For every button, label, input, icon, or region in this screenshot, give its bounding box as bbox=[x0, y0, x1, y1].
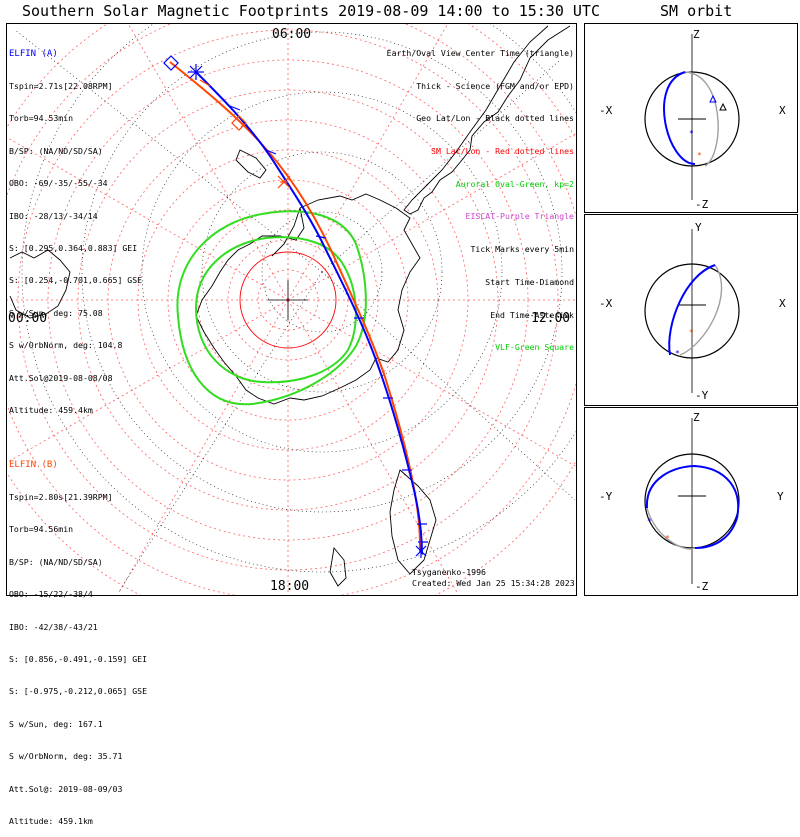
elfin-a-track bbox=[195, 71, 423, 555]
auroral-oval-inner bbox=[194, 236, 357, 384]
elfin-a-orbit bbox=[663, 71, 696, 165]
elfin-b-line: S: [-0.975,-0.212,0.065] GSE bbox=[9, 686, 148, 697]
legend-item: Start Time-Diamond bbox=[485, 276, 574, 287]
elfin-b-markers bbox=[199, 79, 291, 189]
elfin-a-ticks bbox=[229, 105, 428, 543]
elfin-b-line: Torb=94.56min bbox=[9, 524, 74, 535]
mlt-label-left: 00:00 bbox=[8, 311, 47, 326]
elfin-b-orbit bbox=[679, 264, 723, 356]
legend: Earth/Oval View Center Time (triangle) T… bbox=[387, 26, 574, 364]
legend-item: VLF-Green Square bbox=[495, 342, 574, 353]
legend-item: EISCAT-Purple Triangle bbox=[465, 211, 574, 222]
legend-item: SM Lat/Lon - Red dotted lines bbox=[431, 145, 574, 156]
mlt-label-bottom: 18:00 bbox=[270, 579, 309, 594]
auroral-oval-outer bbox=[176, 210, 367, 406]
elfin-a-line: S w/OrbNorm, deg: 104.8 bbox=[9, 340, 123, 351]
legend-item: Thick - Science (FGM and/or EPD) bbox=[416, 80, 574, 91]
axis-label-left: -Y bbox=[599, 490, 613, 503]
elfin-b-line: Altitude: 459.1km bbox=[9, 815, 93, 826]
elfin-b-track bbox=[169, 61, 421, 553]
elfin-b-marker: * bbox=[665, 534, 670, 543]
elfin-b-marker: * bbox=[697, 151, 702, 160]
legend-item: Geo Lat/Lon - Black dotted lines bbox=[416, 113, 574, 124]
axis-label-right: X bbox=[779, 297, 786, 310]
madagascar-coastline bbox=[329, 546, 347, 587]
page-title: Southern Solar Magnetic Footprints 2019-… bbox=[22, 2, 600, 20]
sm-pole-circle bbox=[239, 251, 337, 349]
orbit-plot-xy[interactable]: * * Y -Y -X X bbox=[585, 215, 797, 405]
footprint-map[interactable]: 06:00 00:00 12:00 18:00 Tsyganenko-1996 … bbox=[6, 23, 577, 596]
elfin-b-line: Tspin=2.80s[21.39RPM] bbox=[9, 491, 113, 502]
axis-label-bottom: -Z bbox=[695, 580, 709, 593]
legend-item: End Time-Asterisk bbox=[490, 309, 574, 320]
orbit-panel-xy bbox=[584, 214, 798, 406]
elfin-b-line: B/SP: (NA/ND/SD/SA) bbox=[9, 556, 103, 567]
elfin-a-line: Att.Sol@2019-08-08/08 bbox=[9, 372, 113, 383]
elfin-a-line: IBO: -28/13/-34/14 bbox=[9, 210, 98, 221]
antarctic-peninsula bbox=[271, 207, 301, 257]
africa-coastline bbox=[389, 469, 437, 575]
elfin-a-line: OBO: -69/-35/-55/-34 bbox=[9, 178, 108, 189]
elfin-a-end-marker: * bbox=[675, 349, 680, 358]
new-zealand-coastline bbox=[235, 149, 267, 179]
elfin-a-line: S: [0.254,-0.701,0.665] GSE bbox=[9, 275, 143, 286]
orbit-triangle bbox=[719, 102, 727, 111]
elfin-a-orbit bbox=[668, 264, 716, 356]
elfin-b-info: ELFIN (B) Tspin=2.80s[21.39RPM] Torb=94.… bbox=[9, 438, 147, 837]
orbit-triangle-a bbox=[709, 94, 717, 103]
axis-label-bottom: -Z bbox=[695, 198, 709, 211]
elfin-a-orbit bbox=[645, 464, 740, 549]
elfin-a-markers bbox=[163, 55, 427, 558]
axis-label-right: Y bbox=[777, 490, 784, 503]
elfin-b-orbit bbox=[684, 71, 719, 167]
elfin-a-line: S w/Sun, deg: 75.08 bbox=[9, 307, 103, 318]
axis-label-top: Y bbox=[695, 221, 702, 234]
elfin-b-line: OBO: -15/22/-38/4 bbox=[9, 589, 93, 600]
footprint-map-panel bbox=[6, 23, 577, 596]
center-crosshair bbox=[268, 280, 308, 320]
orbit-title: SM orbit bbox=[660, 2, 733, 20]
orbit-panel-xz bbox=[584, 23, 798, 213]
elfin-b-line: Att.Sol@: 2019-08-09/03 bbox=[9, 783, 123, 794]
elfin-a-end-marker: * bbox=[647, 517, 652, 526]
elfin-a-line: Torb=94.53min bbox=[9, 113, 74, 124]
legend-item: Earth/Oval View Center Time (triangle) bbox=[386, 47, 574, 58]
mlt-label-top: 06:00 bbox=[272, 27, 311, 42]
elfin-a-end-marker: * bbox=[689, 129, 694, 138]
geo-grid bbox=[14, 24, 576, 591]
axis-label-bottom: -Y bbox=[695, 389, 709, 402]
orbit-plot-yz[interactable]: * * Z -Z -Y Y bbox=[585, 408, 797, 595]
elfin-b-line: S w/Sun, deg: 167.1 bbox=[9, 718, 103, 729]
elfin-a-line: B/SP: (NA/ND/SD/SA) bbox=[9, 145, 103, 156]
elfin-a-line: Altitude: 459.4km bbox=[9, 404, 93, 415]
antarctica-coastline bbox=[195, 193, 421, 405]
created-label: Created: Wed Jan 25 15:34:28 2023 bbox=[412, 578, 575, 588]
elfin-b-line: IBO: -42/38/-43/21 bbox=[9, 621, 98, 632]
axis-label-left: -X bbox=[599, 104, 613, 117]
axis-label-left: -X bbox=[599, 297, 613, 310]
elfin-a-name: ELFIN (A) bbox=[9, 48, 58, 59]
south-america-coastline bbox=[403, 25, 571, 215]
axis-label-right: X bbox=[779, 104, 786, 117]
elfin-b-line: S w/OrbNorm, deg: 35.71 bbox=[9, 751, 123, 762]
elfin-b-marker: * bbox=[689, 328, 694, 337]
axis-label-top: Z bbox=[693, 28, 700, 41]
orbit-plot-xz[interactable]: * * Z -Z -X X bbox=[585, 24, 797, 212]
sm-lon-lines bbox=[7, 24, 576, 595]
orbit-panel-yz bbox=[584, 407, 798, 596]
mlt-label-right: 12:00 bbox=[531, 311, 570, 326]
elfin-a-line: S: [0.295,0.364,0.883] GEI bbox=[9, 242, 138, 253]
legend-item: Tick Marks every 5min bbox=[470, 244, 574, 255]
elfin-b-orbit bbox=[646, 507, 696, 550]
model-label: Tsyganenko-1996 bbox=[412, 567, 486, 577]
axis-label-top: Z bbox=[693, 411, 700, 424]
elfin-a-line: Tspin=2.71s[22.08RPM] bbox=[9, 80, 113, 91]
elfin-b-line: S: [0.856,-0.491,-0.159] GEI bbox=[9, 653, 148, 664]
australia-coastline bbox=[9, 249, 71, 319]
legend-item: Auroral Oval-Green, kp=2 bbox=[455, 178, 574, 189]
elfin-b-name: ELFIN (B) bbox=[9, 459, 58, 470]
elfin-a-info: ELFIN (A) Tspin=2.71s[22.08RPM] Torb=94.… bbox=[9, 27, 142, 426]
